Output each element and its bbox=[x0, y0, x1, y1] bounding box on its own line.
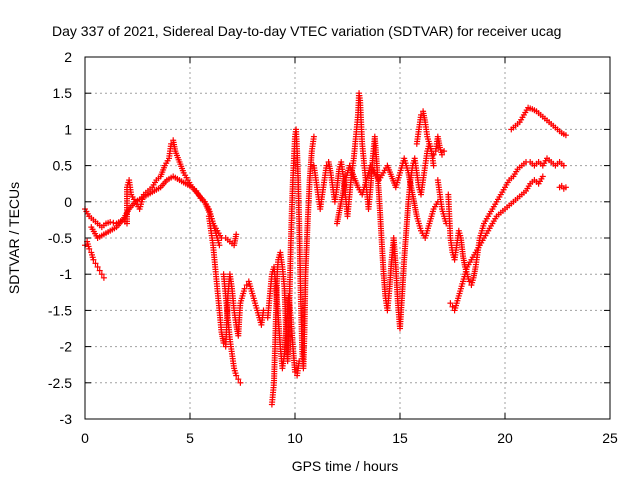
data-point bbox=[539, 173, 546, 180]
y-tick-label: 1 bbox=[64, 121, 72, 137]
data-point bbox=[441, 148, 448, 155]
data-point bbox=[447, 300, 454, 307]
y-axis-label: SDTVAR / TECUs bbox=[6, 182, 22, 294]
data-point bbox=[296, 358, 303, 365]
x-tick-label: 25 bbox=[602, 430, 618, 446]
chart-title: Day 337 of 2021, Sidereal Day-to-day VTE… bbox=[52, 23, 561, 39]
x-tick-label: 15 bbox=[392, 430, 408, 446]
data-point bbox=[100, 274, 107, 281]
data-point bbox=[233, 372, 240, 379]
y-tick-label: -1 bbox=[60, 266, 73, 282]
data-point bbox=[86, 245, 93, 252]
y-tick-label: 0.5 bbox=[53, 158, 73, 174]
x-tick-label: 20 bbox=[497, 430, 513, 446]
data-point bbox=[98, 271, 105, 278]
y-tick-label: 0 bbox=[64, 194, 72, 210]
y-tick-label: 2 bbox=[64, 49, 72, 65]
data-point bbox=[430, 151, 437, 158]
y-tick-label: 1.5 bbox=[53, 85, 73, 101]
data-point bbox=[562, 184, 569, 191]
data-point bbox=[430, 162, 437, 169]
y-tick-label: -1.5 bbox=[48, 302, 72, 318]
data-point bbox=[90, 256, 97, 263]
data-point bbox=[562, 132, 569, 139]
data-point bbox=[94, 263, 101, 270]
data-point bbox=[107, 219, 114, 226]
data-point bbox=[466, 278, 473, 285]
y-tick-label: -3 bbox=[60, 411, 73, 427]
data-point bbox=[449, 303, 456, 310]
data-points bbox=[82, 90, 569, 408]
y-tick-label: -2 bbox=[60, 339, 73, 355]
data-point bbox=[92, 260, 99, 267]
data-point bbox=[237, 379, 244, 386]
grid-lines bbox=[85, 57, 610, 419]
data-point bbox=[96, 267, 103, 274]
x-tick-label: 10 bbox=[287, 430, 303, 446]
data-point bbox=[216, 242, 223, 249]
data-point bbox=[439, 151, 445, 158]
y-tick-label: -0.5 bbox=[48, 230, 72, 246]
data-point bbox=[235, 376, 242, 383]
x-tick-label: 0 bbox=[81, 430, 89, 446]
data-point bbox=[243, 282, 250, 289]
axis-ticks: 0 5 10 15 20 25 -3 -2.5 -2 -1.5 -1 -0.5 0 0.5 1 1.5 2 bbox=[48, 49, 618, 446]
data-point bbox=[241, 285, 248, 292]
data-point bbox=[110, 219, 117, 226]
data-point bbox=[233, 231, 240, 238]
x-axis-label: GPS time / hours bbox=[292, 458, 399, 474]
x-tick-label: 5 bbox=[186, 430, 194, 446]
data-point bbox=[310, 133, 317, 140]
data-point bbox=[560, 162, 567, 169]
y-tick-label: -2.5 bbox=[48, 375, 72, 391]
